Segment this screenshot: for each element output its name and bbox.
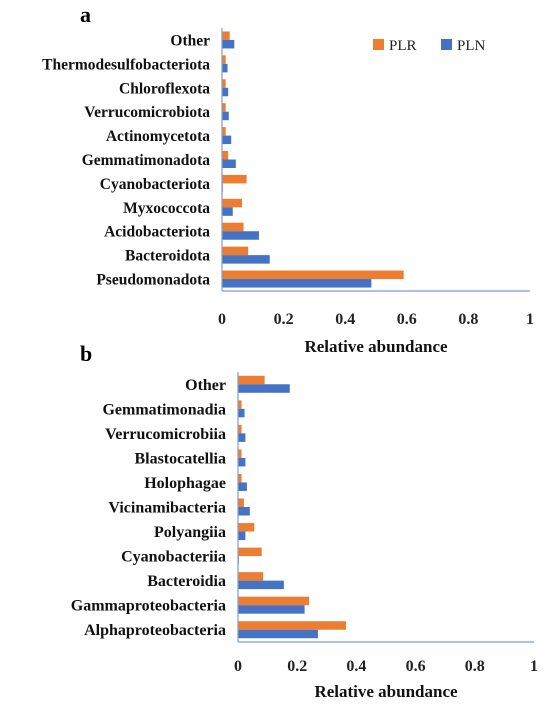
panel-b-bar-plr-bacteroidia	[238, 572, 264, 581]
panel-b-category-vicinamibacteria: Vicinamibacteria	[108, 500, 226, 517]
legend-swatch-plr	[373, 39, 384, 50]
panel-a-category-chloroflexota: Chloroflexota	[119, 80, 210, 97]
panel-b-bar-pln-holophagae	[238, 482, 247, 491]
panel-b-category-cyanobacteriia: Cyanobacteriia	[121, 549, 226, 566]
panel-a-bar-plr-thermodesulfobacteriota	[222, 55, 226, 64]
legend-swatch-pln	[441, 39, 452, 50]
panel-b-bar-plr-alphaproteobacteria	[238, 621, 347, 630]
panel-a-bar-plr-chloroflexota	[222, 79, 226, 88]
panel-a-bar-pln-bacteroidota	[222, 255, 270, 264]
panel-a-bar-pln-thermodesulfobacteriota	[222, 63, 228, 73]
panel-b-bar-plr-polyangiia	[238, 523, 255, 532]
panel-a-bar-plr-acidobacteriota	[222, 222, 244, 232]
panel-b-bar-plr-vicinamibacteria	[238, 498, 244, 507]
panel-b-bar-pln-blastocatellia	[238, 457, 246, 467]
panel-b: b Other Gemmatimonadia Verrucomicrobiia Bla…	[71, 341, 538, 701]
panel-a-category-acidobacteriota: Acidobacteriota	[104, 224, 210, 241]
panel-b-bar-pln-verrucomicrobiia	[238, 433, 246, 442]
panel-b-category-verrucomicrobiia: Verrucomicrobiia	[105, 426, 226, 443]
panel-b-x-axis-title: Relative abundance	[314, 682, 458, 701]
panel-b-x-tick-5: 1	[530, 658, 538, 675]
panel-a-bar-pln-verrucomicrobiota	[222, 111, 229, 121]
panel-b-x-tick-4: 0.8	[465, 658, 485, 675]
panel-b-bar-pln-alphaproteobacteria	[238, 629, 318, 639]
panel-a-bar-plr-cyanobacteriota	[222, 174, 247, 184]
panel-b-category-bacteroidia: Bacteroidia	[147, 573, 226, 590]
panel-b-bar-pln-vicinamibacteria	[238, 507, 250, 516]
panel-a-category-myxococcota: Myxococcota	[123, 200, 210, 217]
panel-a-x-tick-0: 0	[218, 311, 226, 328]
panel-b-category-alphaproteobacteria: Alphaproteobacteria	[84, 622, 226, 639]
panel-a-bar-pln-gemmatimonadota	[222, 159, 236, 168]
panel-a-x-tick-4: 0.8	[458, 311, 478, 328]
panel-b-category-holophagae: Holophagae	[144, 475, 226, 492]
panel-b-bar-pln-gammaproteobacteria	[238, 605, 305, 614]
panel-b-bar-plr-verrucomicrobiia	[238, 424, 242, 434]
panel-b-bar-pln-bacteroidia	[238, 580, 284, 590]
panel-a-bar-plr-myxococcota	[222, 198, 243, 208]
panel-a-bar-pln-myxococcota	[222, 207, 233, 216]
panel-b-bar-plr-blastocatellia	[238, 449, 242, 458]
panel-b-bar-plr-cyanobacteriia	[238, 547, 262, 557]
panel-a-bar-pln-pseudomonadota	[222, 279, 372, 288]
panel-a-category-cyanobacteriota: Cyanobacteriota	[100, 176, 210, 193]
panel-a-x-tick-2: 0.4	[335, 311, 355, 328]
panel-a-bar-plr-pseudomonadota	[222, 270, 404, 280]
panel-b-x-tick-3: 0.6	[406, 658, 426, 675]
panel-b-x-tick-0: 0	[234, 658, 242, 675]
legend: PLR PLN	[373, 38, 486, 54]
legend-label-plr: PLR	[389, 38, 417, 54]
panel-a-bar-pln-acidobacteriota	[222, 231, 259, 240]
panel-a-bar-plr-bacteroidota	[222, 246, 249, 256]
panel-b-bar-pln-gemmatimonadia	[238, 408, 245, 418]
panel-b-category-other: Other	[185, 377, 226, 394]
panel-a-label: a	[80, 2, 91, 27]
panel-b-label: b	[80, 341, 92, 366]
panel-a-category-gemmatimonadota: Gemmatimonadota	[82, 152, 211, 169]
panel-a: a Other Thermodesulfobacteriota Chloroflex…	[42, 2, 534, 356]
panel-a-category-pseudomonadota: Pseudomonadota	[96, 272, 210, 289]
panel-b-category-blastocatellia: Blastocatellia	[134, 450, 226, 467]
panel-a-x-tick-5: 1	[526, 311, 534, 328]
panel-a-category-verrucomicrobiota: Verrucomicrobiota	[84, 104, 210, 121]
panel-a-bar-plr-gemmatimonadota	[222, 151, 229, 160]
panel-b-bar-plr-other	[238, 375, 265, 385]
panel-a-x-axis-title: Relative abundance	[304, 337, 448, 356]
panel-a-x-tick-3: 0.6	[397, 311, 417, 328]
legend-label-pln: PLN	[457, 38, 486, 54]
panel-a-bar-pln-chloroflexota	[222, 87, 229, 97]
panel-a-bar-plr-other	[222, 31, 230, 40]
panel-a-bar-plr-actinomycetota	[222, 127, 226, 136]
panel-b-x-tick-2: 0.4	[346, 658, 366, 675]
panel-a-category-actinomycetota: Actinomycetota	[106, 128, 210, 145]
panel-b-bar-plr-holophagae	[238, 473, 242, 483]
panel-b-bar-pln-other	[238, 384, 290, 393]
panel-a-bar-pln-actinomycetota	[222, 135, 232, 145]
panel-a-category-other: Other	[170, 32, 210, 49]
panel-a-bar-pln-other	[222, 39, 235, 49]
panel-b-bar-plr-gammaproteobacteria	[238, 596, 310, 606]
panel-b-category-gemmatimonadia: Gemmatimonadia	[102, 401, 226, 418]
panel-b-bar-plr-gemmatimonadia	[238, 400, 242, 409]
panel-a-category-thermodesulfobacteriota: Thermodesulfobacteriota	[42, 56, 210, 73]
panel-a-bar-plr-verrucomicrobiota	[222, 103, 226, 112]
panel-b-x-tick-1: 0.2	[287, 658, 307, 675]
panel-a-x-tick-1: 0.2	[274, 311, 294, 328]
panel-b-category-gammaproteobacteria: Gammaproteobacteria	[71, 598, 226, 615]
panel-b-category-polyangiia: Polyangiia	[154, 524, 226, 541]
panel-b-bar-pln-polyangiia	[238, 531, 246, 541]
panel-a-category-bacteroidota: Bacteroidota	[125, 248, 210, 265]
